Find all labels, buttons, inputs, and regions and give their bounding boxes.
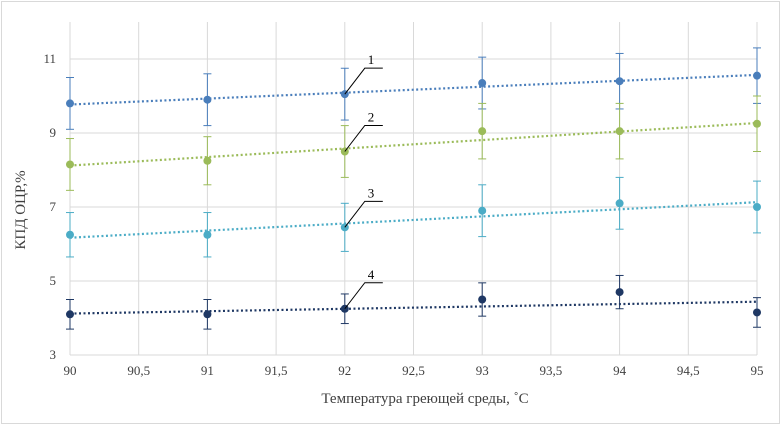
data-point	[66, 160, 74, 169]
data-point	[753, 71, 761, 80]
data-point	[66, 310, 74, 319]
series-callout-line	[344, 67, 383, 95]
trend-line	[69, 73, 758, 106]
x-tick-label: 91,5	[265, 363, 288, 378]
series-callout-label: 1	[368, 52, 375, 67]
y-axis-title: КПД ОЦР,%	[13, 170, 29, 249]
x-axis-title: Температура греющей среды, ˚С	[321, 391, 528, 407]
x-tick-label: 91	[201, 363, 214, 378]
data-point	[615, 77, 624, 86]
x-tick-label: 92,5	[402, 363, 425, 378]
series-callout-label: 4	[368, 267, 375, 282]
data-point	[478, 295, 487, 304]
data-point	[615, 288, 624, 297]
series-callouts: 1 2 3 4	[344, 52, 383, 310]
data-point	[66, 230, 74, 239]
y-tick-label: 7	[50, 199, 57, 214]
data-point	[753, 203, 761, 211]
x-tick-label: 90	[64, 363, 77, 378]
data-point	[478, 127, 487, 136]
series-callout-line	[344, 282, 383, 310]
y-tick-label: 5	[50, 273, 57, 288]
trend-line	[69, 300, 758, 315]
tick-labels: 90 90,5 91 91,5 92 92,5 93 93,5 94 94,5 95 3 5 7 9 11	[43, 51, 763, 378]
y-tick-label: 3	[50, 347, 57, 362]
data-point	[615, 199, 624, 208]
x-tick-label: 93	[476, 363, 489, 378]
data-point	[203, 310, 212, 319]
y-tick-label: 9	[50, 125, 57, 140]
data-point	[203, 95, 212, 104]
data-point	[615, 127, 624, 136]
x-tick-label: 92	[338, 363, 351, 378]
series-callout-label: 2	[368, 110, 375, 125]
x-tick-label: 93,5	[540, 363, 563, 378]
x-tick-label: 95	[751, 363, 764, 378]
x-tick-label: 94,5	[677, 363, 700, 378]
series-callout-line	[344, 200, 383, 228]
x-tick-label: 94	[613, 363, 627, 378]
series-callout-line	[344, 125, 383, 152]
data-point	[203, 230, 212, 239]
data-point	[478, 79, 487, 88]
y-tick-label: 11	[43, 51, 56, 66]
data-point	[753, 119, 761, 128]
series-callout-label: 3	[368, 185, 375, 200]
x-tick-label: 90,5	[127, 363, 150, 378]
data-point	[753, 308, 761, 317]
grid-lines	[69, 22, 758, 356]
trend-line	[69, 201, 758, 239]
trend-lines	[69, 73, 758, 315]
data-point	[478, 206, 487, 215]
data-point	[203, 156, 212, 165]
data-point	[66, 99, 74, 108]
